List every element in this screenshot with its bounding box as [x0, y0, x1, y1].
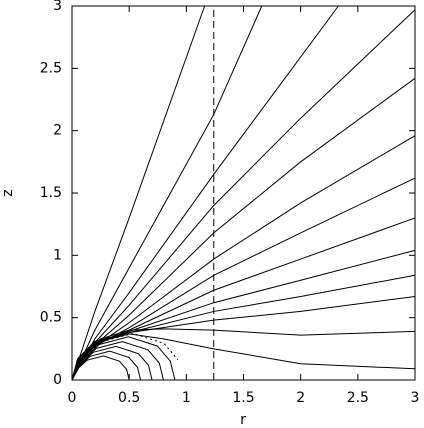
y-tick-label: 2 — [53, 123, 62, 139]
x-tick-label: 0.5 — [118, 390, 140, 406]
y-tick-label: 0 — [53, 372, 62, 388]
field-line — [71, 5, 263, 381]
x-tick-label: 1 — [182, 390, 191, 406]
y-axis-label: z — [0, 189, 16, 196]
x-tick-label: 2.5 — [347, 390, 369, 406]
field-line — [71, 333, 416, 381]
x-tick-label: 0 — [68, 390, 77, 406]
y-tick-label: 3 — [53, 0, 62, 14]
field-line — [71, 9, 416, 381]
field-line — [71, 350, 142, 381]
x-tick-label: 1.5 — [232, 390, 254, 406]
y-tick-label: 2.5 — [40, 60, 62, 76]
field-line — [71, 341, 164, 381]
field-line — [71, 249, 416, 381]
x-tick-label: 2 — [296, 390, 305, 406]
y-tick-label: 1.5 — [40, 185, 62, 201]
field-line — [71, 336, 176, 381]
plot-frame — [71, 5, 416, 381]
field-line — [71, 274, 416, 381]
field-line — [71, 355, 130, 381]
y-tick-label: 1 — [53, 247, 62, 263]
field-line — [71, 332, 179, 381]
field-line — [71, 5, 206, 381]
y-tick-label: 0.5 — [40, 310, 62, 326]
field-line — [71, 135, 416, 381]
x-tick-label: 3 — [411, 390, 420, 406]
x-axis-label: r — [240, 412, 246, 428]
field-line — [71, 345, 153, 381]
field-line — [71, 295, 416, 381]
